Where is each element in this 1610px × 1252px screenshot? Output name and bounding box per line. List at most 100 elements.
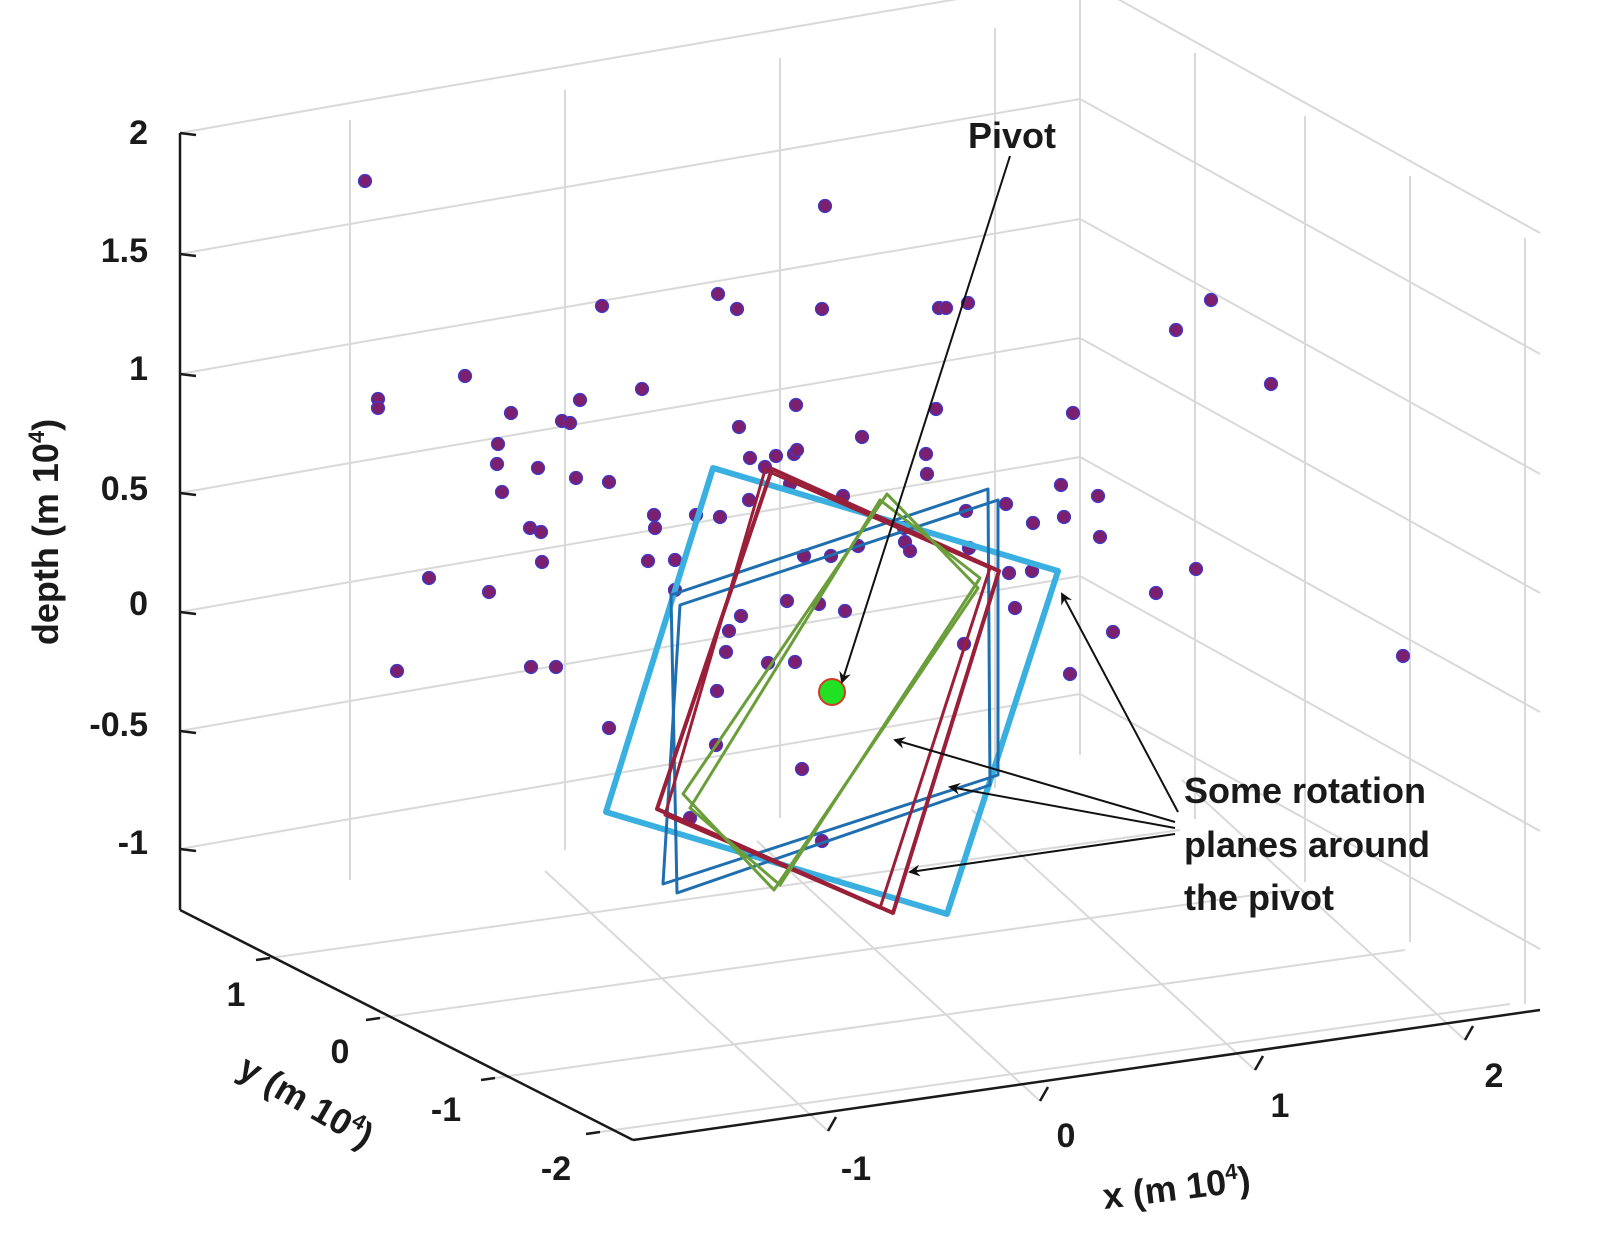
grid-line [179, 581, 351, 613]
z-tick-label: 0.5 [101, 470, 148, 508]
z-tick-mark [179, 131, 197, 137]
grid-line [349, 693, 1081, 820]
data-point [489, 456, 505, 472]
y-tick-mark [255, 956, 271, 962]
x-tick-label: -1 [841, 1150, 871, 1188]
plane-arrow-red [908, 833, 1176, 877]
data-point [1090, 488, 1106, 504]
grid-line [179, 223, 351, 255]
data-point [787, 654, 803, 670]
data-point [523, 659, 539, 675]
y-tick-mark [585, 1130, 601, 1136]
y-tick-mark [480, 1076, 496, 1082]
data-point [1188, 561, 1204, 577]
data-point [481, 584, 497, 600]
x-tick-label: 0 [1057, 1117, 1076, 1155]
x-axis-label: x (m 104) [1100, 1157, 1252, 1217]
y-tick-mark [365, 1016, 381, 1022]
data-point [1105, 624, 1121, 640]
data-point [1395, 648, 1411, 664]
rotation-plane [688, 498, 982, 887]
rotation-annotation-line: the pivot [1184, 877, 1334, 918]
data-point [1062, 666, 1078, 682]
rotation-planes [603, 465, 1061, 917]
annotation-arrows [839, 155, 1179, 877]
data-point [634, 381, 650, 397]
grid-line [1181, 779, 1466, 1041]
plane-arrow-green [893, 737, 1176, 823]
z-tick-label: 0 [129, 585, 148, 623]
rotation-plane [663, 468, 992, 910]
z-tick-mark [179, 252, 197, 258]
rotation-plane [681, 492, 980, 892]
data-point [647, 520, 663, 536]
z-tick-label: 1.5 [101, 232, 148, 270]
grid-line [1079, 456, 1541, 713]
plane-arrow-blue [948, 782, 1176, 829]
data-point [601, 720, 617, 736]
grid-line [349, 218, 1081, 345]
data-point [768, 448, 784, 464]
grid-line [1079, 575, 1541, 832]
z-tick-label: -0.5 [89, 706, 148, 744]
data-point [1148, 585, 1164, 601]
data-point [494, 484, 510, 500]
data-point [490, 436, 506, 452]
data-point [938, 300, 954, 316]
z-tick-mark [179, 372, 197, 378]
y-axis-ticks: 1 0 -1 -2 [227, 976, 572, 1188]
data-point [370, 400, 386, 416]
grid-line [756, 840, 1041, 1102]
grid-line [179, 462, 351, 494]
data-point [794, 761, 810, 777]
pivot-marker [818, 678, 846, 706]
data-point [1007, 600, 1023, 616]
grid-line [349, 0, 958, 104]
z-axis-ticks: 2 1.5 1 0.5 0 -0.5 -1 [89, 114, 148, 862]
grid-line [269, 829, 1181, 959]
data-point [646, 507, 662, 523]
data-point [667, 552, 683, 568]
grid-line [179, 700, 351, 732]
grid-line [1079, 337, 1541, 594]
data-point [533, 524, 549, 540]
data-point [854, 429, 870, 445]
grid-line [179, 102, 351, 134]
z-tick-mark [179, 729, 197, 735]
axis-lines [178, 131, 1541, 1142]
rotation-plane [661, 498, 1000, 886]
grid-line [349, 98, 1081, 225]
data-point [814, 301, 830, 317]
data-point [837, 603, 853, 619]
y-tick-label: -1 [431, 1091, 461, 1129]
data-point [562, 415, 578, 431]
z-tick-mark [179, 491, 197, 497]
grid-line [1079, 218, 1541, 475]
data-point [1092, 529, 1108, 545]
data-point [789, 442, 805, 458]
data-point [1203, 292, 1219, 308]
rotation-annotation: Some rotation planes around the pivot [1184, 770, 1430, 918]
data-point [902, 543, 918, 559]
x-tick-mark [826, 1116, 838, 1132]
x-axis-line [632, 1008, 1541, 1142]
x-tick-mark [1038, 1086, 1050, 1102]
rotation-plane [669, 487, 992, 895]
data-point [709, 683, 725, 699]
data-point [817, 198, 833, 214]
data-point [919, 466, 935, 482]
data-point [421, 570, 437, 586]
grid-line [379, 889, 1291, 1019]
data-point [503, 405, 519, 421]
grid-lines [179, 0, 1541, 1133]
data-point [998, 496, 1014, 512]
data-point [572, 392, 588, 408]
rotation-annotation-line: Some rotation [1184, 770, 1426, 811]
data-point [534, 554, 550, 570]
y-tick-label: 1 [227, 976, 246, 1014]
data-point [1025, 515, 1041, 531]
data-point [710, 286, 726, 302]
data-point [779, 593, 795, 609]
data-point [731, 419, 747, 435]
